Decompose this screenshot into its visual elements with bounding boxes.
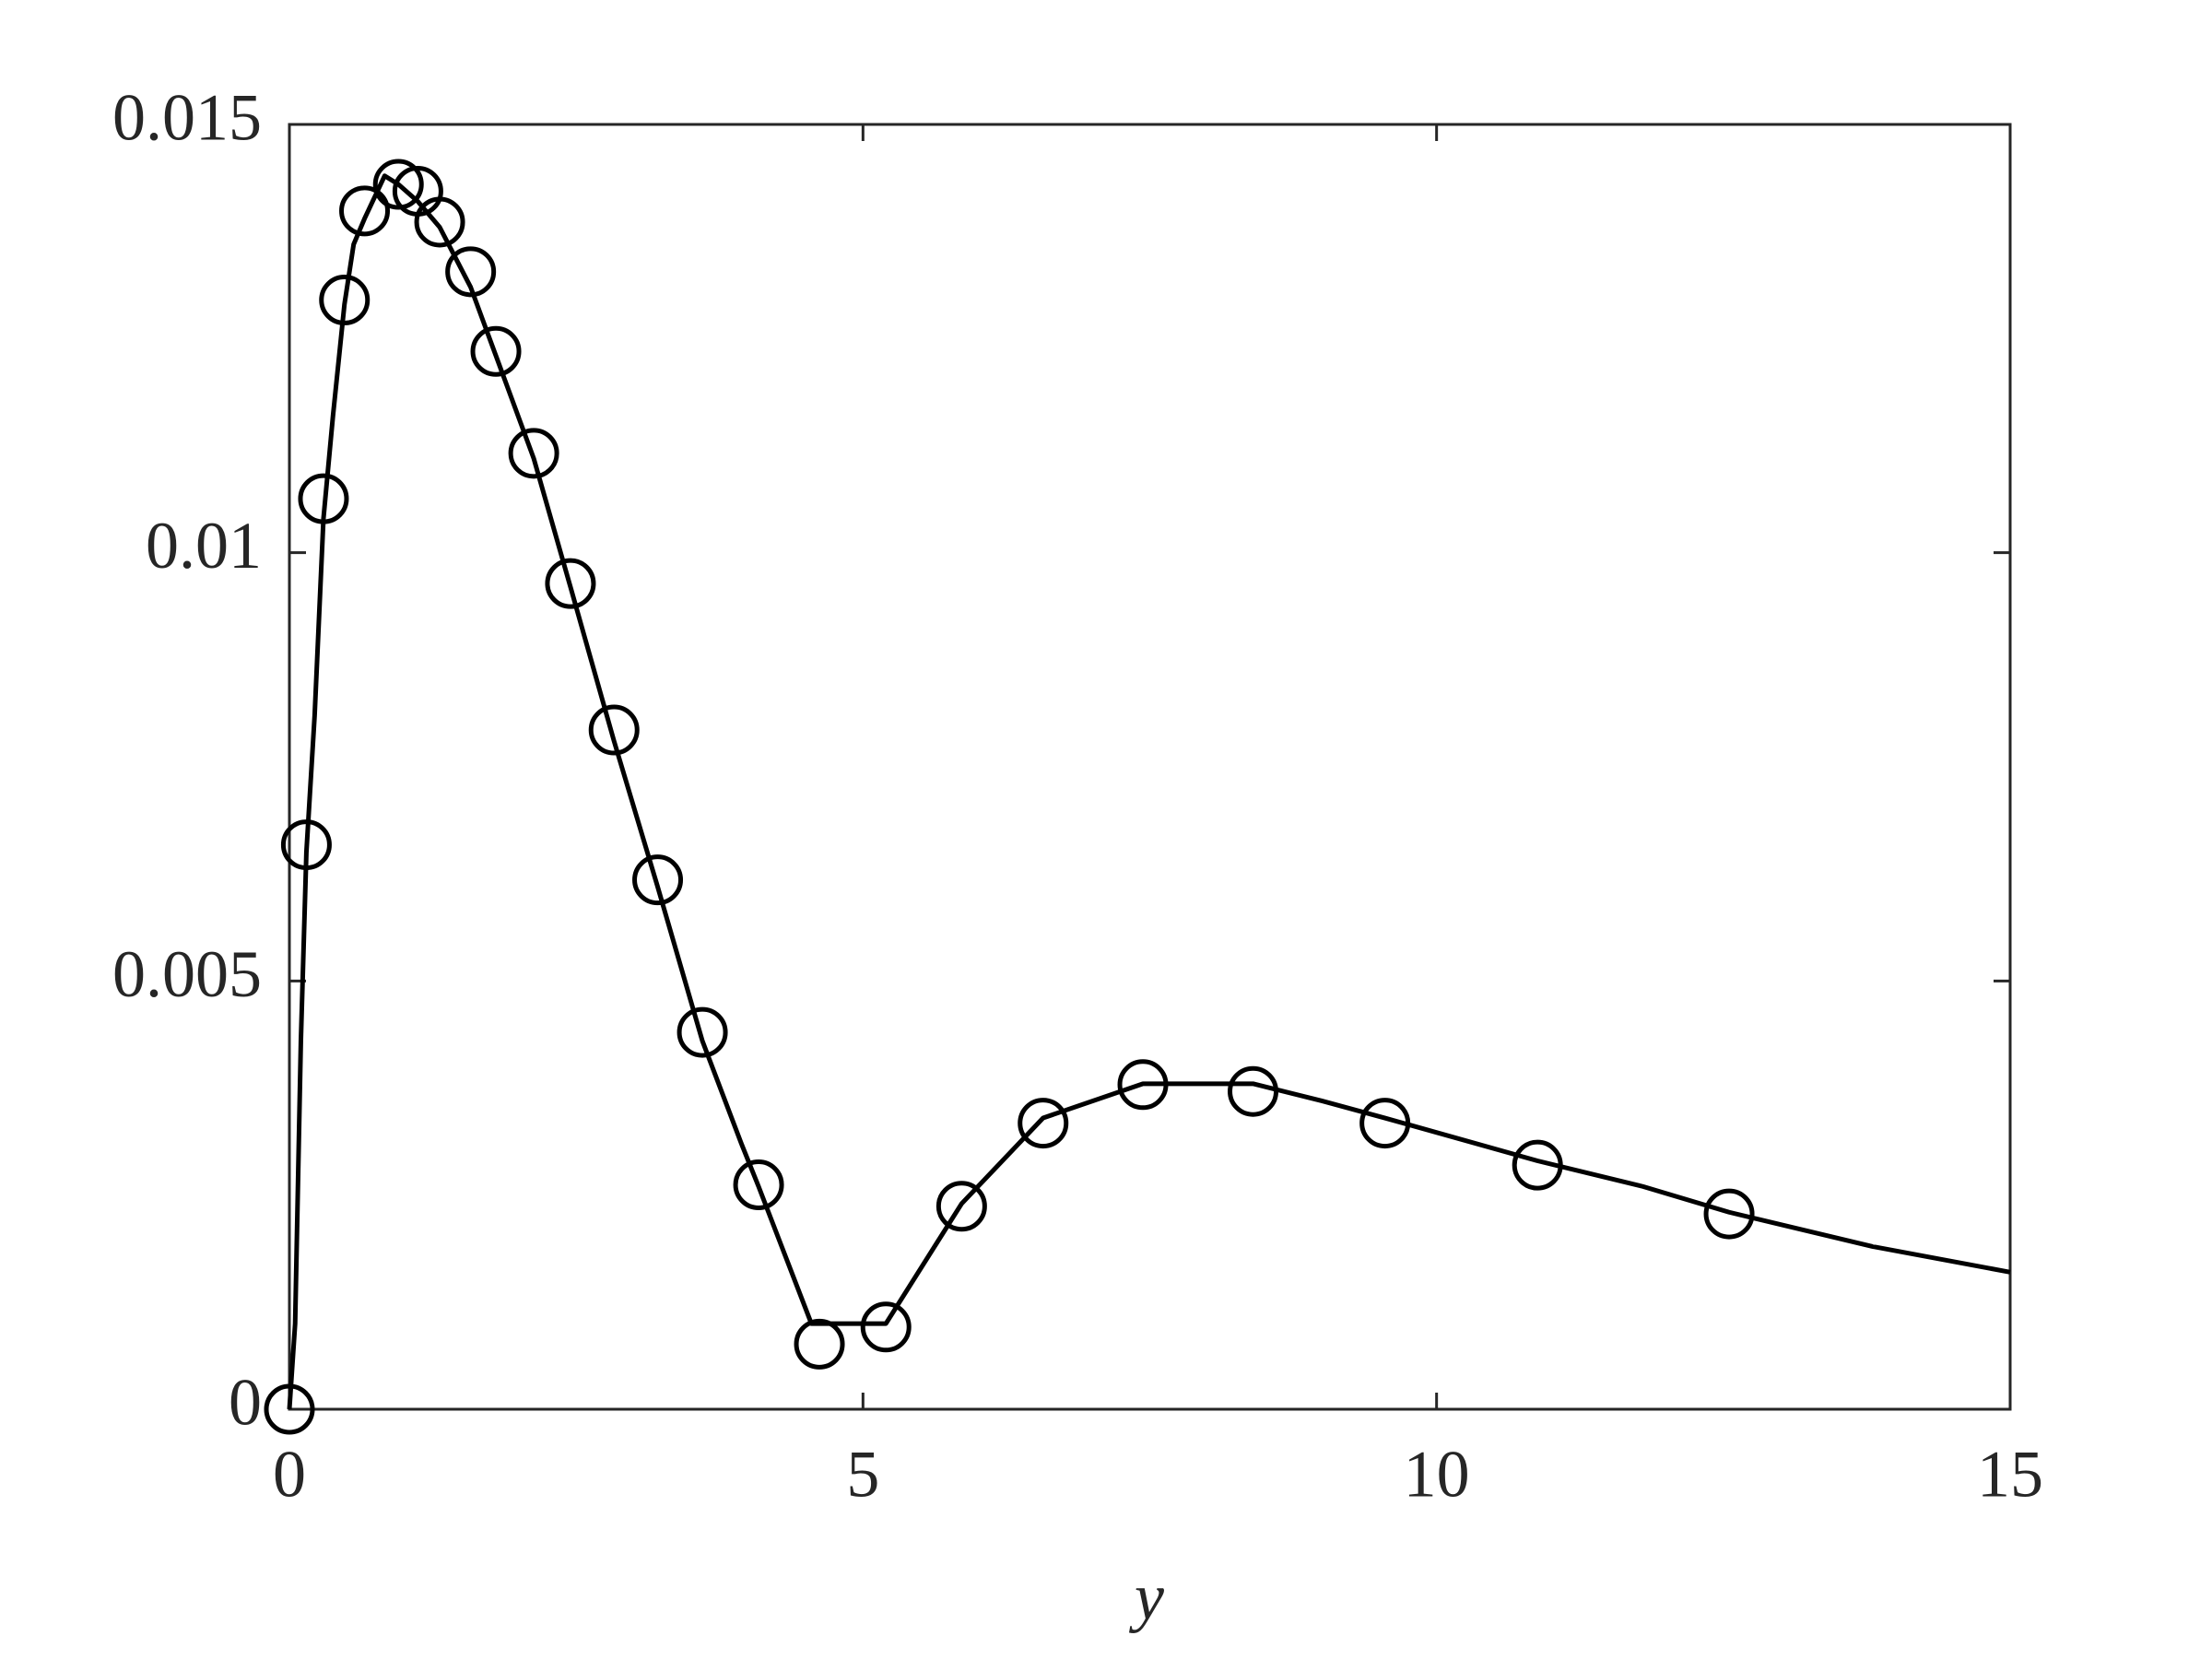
x-tick-label: 0 [273,1438,306,1512]
x-tick-label: 10 [1404,1438,1470,1512]
data-point [414,196,465,248]
y-tick-label: 0.005 [112,937,262,1011]
data-point [794,1318,845,1370]
data-point [677,1006,728,1058]
data-point [339,185,391,237]
data-point [470,325,522,377]
x-tick-label: 5 [846,1438,879,1512]
y-tick-label: 0 [229,1366,262,1440]
data-point [860,1301,912,1353]
data-point [280,819,332,871]
data-point [1703,1188,1755,1240]
data-point [1018,1098,1069,1149]
data-point [1512,1139,1563,1191]
data-point [508,428,559,479]
data-point [298,473,349,524]
data-point [1359,1098,1411,1149]
data-point [733,1159,784,1211]
data-point [445,246,497,298]
x-tick-label: 15 [1977,1438,2043,1512]
data-point [264,1383,315,1435]
data-point [545,558,596,609]
data-point [372,159,424,210]
data-point [319,275,371,326]
x-axis-label: y [1128,1560,1164,1634]
data-line [287,173,2011,1410]
plot-frame [288,123,2012,1411]
data-point [935,1181,987,1232]
data-point [1228,1065,1279,1117]
data-point [588,704,640,756]
data-point [1117,1059,1169,1111]
data-point [632,854,684,906]
y-tick-label: 0.015 [112,81,262,155]
y-tick-label: 0.01 [146,509,262,582]
